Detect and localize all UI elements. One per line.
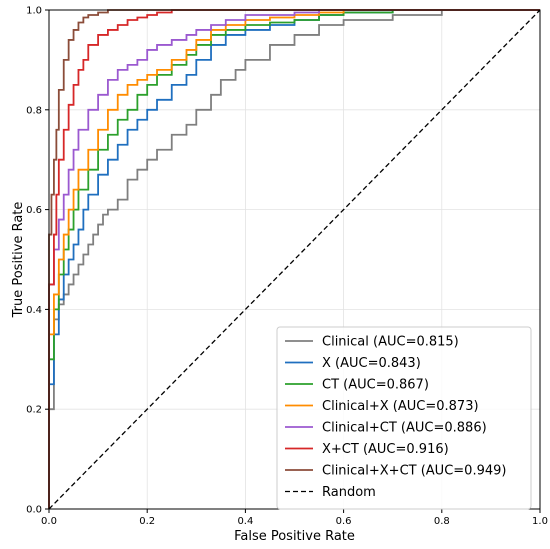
grid [48,9,541,510]
x-axis-label: False Positive Rate [234,529,355,544]
series-line-random [48,9,541,510]
axis-ticks: 0.0 0.2 0.4 0.6 0.8 1.0 0.0 0.2 0.4 0.6 0.8 1.0 [26,6,548,528]
x-tick-label: 0.0 [41,516,57,527]
x-tick-label: 0.6 [336,516,352,527]
legend-label: Clinical+X (AUC=0.873) [322,399,479,414]
y-tick-label: 0.6 [26,205,42,216]
x-tick-label: 0.4 [237,516,253,527]
y-tick-label: 0.0 [26,505,42,516]
series-line-ct [48,9,540,509]
y-axis-label: True Positive Rate [11,202,26,319]
series-line-clinical [48,9,540,509]
x-tick-label: 0.2 [139,516,155,527]
legend-label: Clinical (AUC=0.815) [322,335,459,350]
legend: Clinical (AUC=0.815) X (AUC=0.843) CT (AUC… [276,326,532,510]
x-tick-label: 0.8 [434,516,450,527]
legend-label: X (AUC=0.843) [322,356,421,371]
y-tick-label: 0.8 [26,105,42,116]
legend-label: Clinical+X+CT (AUC=0.949) [322,464,506,479]
legend-frame [276,326,532,510]
x-tick-label: 1.0 [532,516,548,527]
series-line-clinical-x [48,9,540,509]
series-line-clinical-ct [48,9,540,509]
y-tick-label: 0.4 [26,305,42,316]
legend-label: X+CT (AUC=0.916) [322,442,449,457]
legend-label: Clinical+CT (AUC=0.886) [322,421,487,436]
y-tick-label: 0.2 [26,405,42,416]
legend-label: Random [322,485,376,500]
y-tick-label: 1.0 [26,6,42,17]
legend-label: CT (AUC=0.867) [322,378,429,393]
